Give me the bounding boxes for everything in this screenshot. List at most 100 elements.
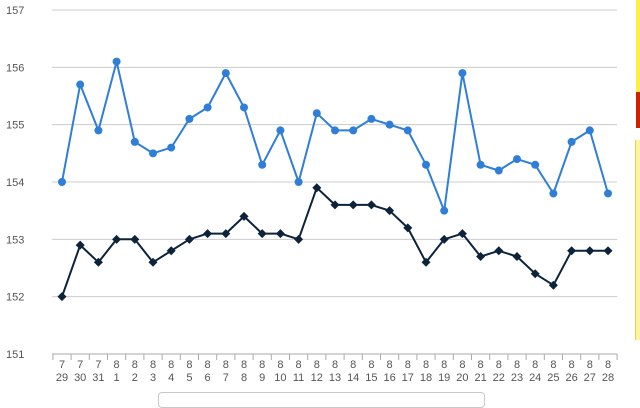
data-point	[93, 257, 103, 267]
series-1	[58, 57, 612, 215]
data-point	[366, 200, 376, 210]
data-point	[349, 126, 358, 135]
x-tick-label: 7 29	[56, 359, 68, 384]
x-tick-label: 8 22	[493, 359, 505, 384]
data-point	[240, 103, 248, 112]
data-point	[203, 103, 212, 112]
data-point	[585, 246, 595, 256]
data-point	[549, 189, 558, 198]
data-point	[57, 292, 67, 302]
data-point	[276, 126, 285, 135]
y-tick-label: 155	[6, 120, 24, 132]
data-point	[585, 126, 594, 135]
x-tick-label: 8 21	[474, 359, 486, 384]
data-point	[422, 160, 430, 169]
data-point	[312, 183, 322, 193]
data-point	[185, 114, 194, 123]
y-tick-label: 152	[6, 292, 24, 304]
data-point	[440, 206, 449, 215]
x-tick-label: 8 24	[529, 359, 541, 384]
data-point	[603, 246, 613, 256]
x-tick-label: 8 26	[565, 359, 577, 384]
y-tick-label: 151	[6, 349, 24, 361]
x-tick-label: 8 28	[602, 359, 614, 384]
side-panel-edge-bottom	[635, 140, 640, 340]
data-point	[58, 178, 66, 186]
y-tick-label: 154	[6, 177, 24, 189]
bottom-scroll-tab[interactable]	[158, 392, 485, 408]
data-point	[166, 246, 176, 256]
data-point	[167, 143, 176, 152]
data-point	[257, 229, 267, 239]
data-point	[458, 69, 467, 78]
x-tick-label: 8 10	[274, 359, 286, 384]
data-point	[530, 269, 540, 279]
data-point	[258, 160, 267, 169]
data-point	[184, 234, 194, 244]
data-point	[239, 211, 249, 221]
x-tick-label: 8 12	[311, 359, 323, 384]
data-point	[203, 229, 213, 239]
data-point	[567, 137, 576, 146]
data-point	[403, 223, 413, 233]
x-tick-label: 8 27	[584, 359, 596, 384]
y-axis-tick-labels: 151 152 153 154 155 156 157	[6, 5, 24, 361]
data-point	[604, 189, 612, 198]
data-point	[221, 229, 231, 239]
data-point	[348, 200, 358, 210]
y-tick-label: 156	[6, 62, 24, 74]
data-point	[476, 160, 485, 169]
data-point	[421, 257, 431, 267]
side-panel-edge-top	[636, 0, 640, 92]
data-point	[385, 206, 395, 216]
data-point	[494, 246, 504, 256]
x-tick-label: 8 11	[293, 359, 304, 384]
x-tick-label: 8 16	[383, 359, 395, 384]
data-point	[294, 178, 303, 186]
data-point	[130, 137, 139, 146]
x-tick-label: 8 23	[511, 359, 523, 384]
data-point	[130, 234, 140, 244]
data-point	[148, 257, 158, 267]
x-axis	[52, 353, 618, 360]
x-tick-label: 7 30	[74, 359, 86, 384]
data-point	[275, 229, 285, 239]
data-point	[548, 280, 558, 290]
x-tick-label: 7 31	[92, 359, 104, 384]
data-point	[330, 200, 340, 210]
data-point	[512, 252, 522, 262]
data-point	[439, 234, 449, 244]
series-2	[57, 183, 613, 302]
data-point	[331, 126, 339, 135]
data-point	[385, 120, 394, 129]
data-point	[367, 114, 376, 123]
data-point	[494, 166, 503, 175]
x-tick-label: 8 18	[420, 359, 432, 384]
data-point	[149, 149, 157, 158]
data-point	[94, 126, 103, 135]
data-point	[294, 234, 304, 244]
series	[57, 57, 613, 302]
x-tick-label: 8 20	[456, 359, 468, 384]
data-point	[75, 240, 85, 250]
data-point	[221, 69, 230, 78]
x-tick-label: 8 15	[365, 359, 377, 384]
y-tick-label: 157	[6, 5, 24, 17]
data-point	[513, 155, 521, 164]
x-axis-tick-labels: 7 29 7 30 7 31 8 1 8 2 8 3 8 4 8 5 8 6 8 7 8 8 8 9 8 10 8 11 8 12 8 13 8…	[56, 359, 614, 384]
series-line	[61, 60, 609, 212]
grid	[52, 9, 617, 298]
y-tick-label: 153	[6, 234, 24, 246]
data-point	[567, 246, 577, 256]
data-point	[76, 80, 85, 89]
